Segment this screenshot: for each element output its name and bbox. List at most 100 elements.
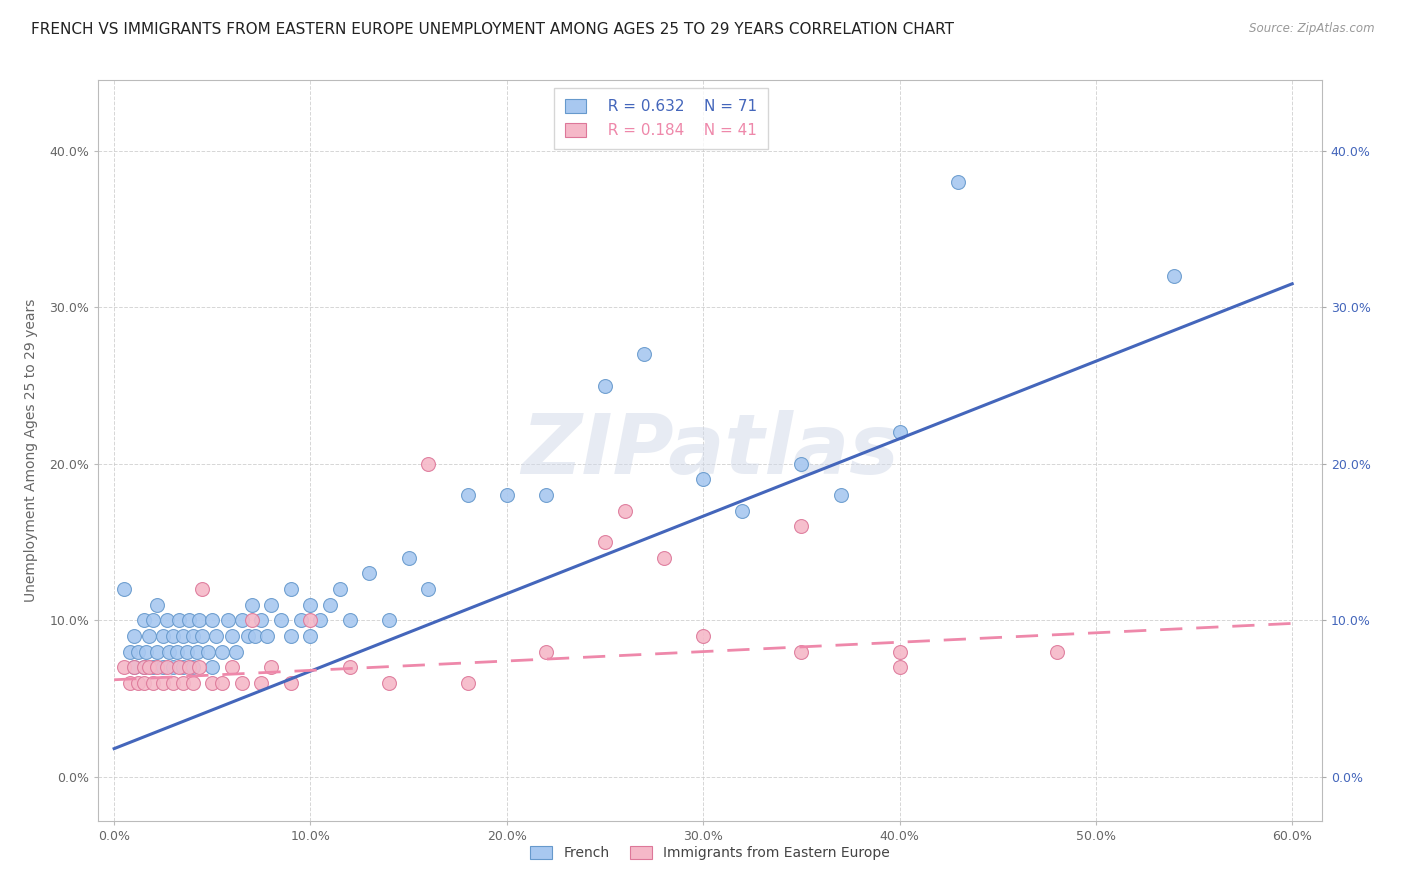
Point [211, 676, 233, 690]
Point [236, 629, 259, 643]
Point [138, 629, 160, 643]
Point [889, 644, 911, 658]
Point [132, 660, 155, 674]
Point [197, 644, 219, 658]
Point [205, 629, 228, 643]
Point [118, 644, 141, 658]
Point [256, 629, 278, 643]
Point [142, 660, 165, 674]
Point [177, 660, 200, 674]
Y-axis label: Unemployment Among Ages 25 to 29 years: Unemployment Among Ages 25 to 29 years [24, 299, 38, 602]
Point [534, 644, 557, 658]
Point [1045, 644, 1067, 658]
Point [418, 582, 440, 596]
Point [790, 644, 813, 658]
Point [221, 629, 243, 643]
Point [181, 629, 204, 643]
Point [250, 613, 273, 627]
Point [231, 676, 253, 690]
Point [167, 613, 190, 627]
Point [122, 660, 145, 674]
Point [240, 613, 263, 627]
Point [146, 644, 169, 658]
Point [156, 613, 179, 627]
Point [152, 660, 174, 674]
Point [152, 676, 174, 690]
Point [280, 582, 302, 596]
Point [299, 613, 322, 627]
Point [162, 660, 184, 674]
Point [339, 613, 361, 627]
Point [181, 660, 204, 674]
Point [201, 676, 224, 690]
Point [339, 660, 361, 674]
Point [830, 488, 852, 502]
Point [889, 425, 911, 440]
Point [290, 613, 312, 627]
Point [633, 347, 655, 361]
Point [112, 660, 135, 674]
Point [122, 629, 145, 643]
Point [135, 644, 157, 658]
Point [172, 629, 194, 643]
Point [495, 488, 517, 502]
Point [593, 378, 616, 392]
Point [132, 613, 155, 627]
Point [142, 613, 165, 627]
Point [152, 629, 174, 643]
Point [132, 660, 155, 674]
Point [948, 175, 970, 189]
Point [240, 598, 263, 612]
Point [162, 629, 184, 643]
Point [211, 644, 233, 658]
Text: FRENCH VS IMMIGRANTS FROM EASTERN EUROPE UNEMPLOYMENT AMONG AGES 25 TO 29 YEARS : FRENCH VS IMMIGRANTS FROM EASTERN EUROPE… [31, 22, 953, 37]
Point [260, 598, 283, 612]
Point [177, 613, 200, 627]
Point [191, 582, 214, 596]
Point [122, 660, 145, 674]
Point [176, 644, 198, 658]
Point [186, 644, 208, 658]
Point [172, 676, 194, 690]
Point [280, 676, 302, 690]
Point [146, 660, 169, 674]
Point [156, 660, 179, 674]
Point [187, 660, 209, 674]
Point [132, 676, 155, 690]
Point [187, 613, 209, 627]
Point [172, 660, 194, 674]
Point [127, 644, 149, 658]
Point [225, 644, 247, 658]
Point [731, 504, 754, 518]
Point [319, 598, 342, 612]
Point [309, 613, 332, 627]
Point [260, 660, 283, 674]
Point [398, 550, 420, 565]
Point [142, 676, 165, 690]
Point [329, 582, 352, 596]
Point [613, 504, 636, 518]
Point [221, 660, 243, 674]
Point [201, 660, 224, 674]
Point [270, 613, 292, 627]
Point [118, 676, 141, 690]
Point [112, 582, 135, 596]
Point [299, 629, 322, 643]
Point [245, 629, 267, 643]
Point [1163, 268, 1185, 283]
Point [299, 598, 322, 612]
Point [889, 660, 911, 674]
Point [692, 472, 714, 486]
Point [146, 598, 169, 612]
Point [378, 613, 401, 627]
Point [127, 676, 149, 690]
Point [181, 676, 204, 690]
Point [162, 676, 184, 690]
Point [692, 629, 714, 643]
Legend: French, Immigrants from Eastern Europe: French, Immigrants from Eastern Europe [524, 840, 896, 865]
Point [231, 613, 253, 627]
Point [457, 488, 479, 502]
Point [250, 676, 273, 690]
Point [652, 550, 675, 565]
Point [790, 457, 813, 471]
